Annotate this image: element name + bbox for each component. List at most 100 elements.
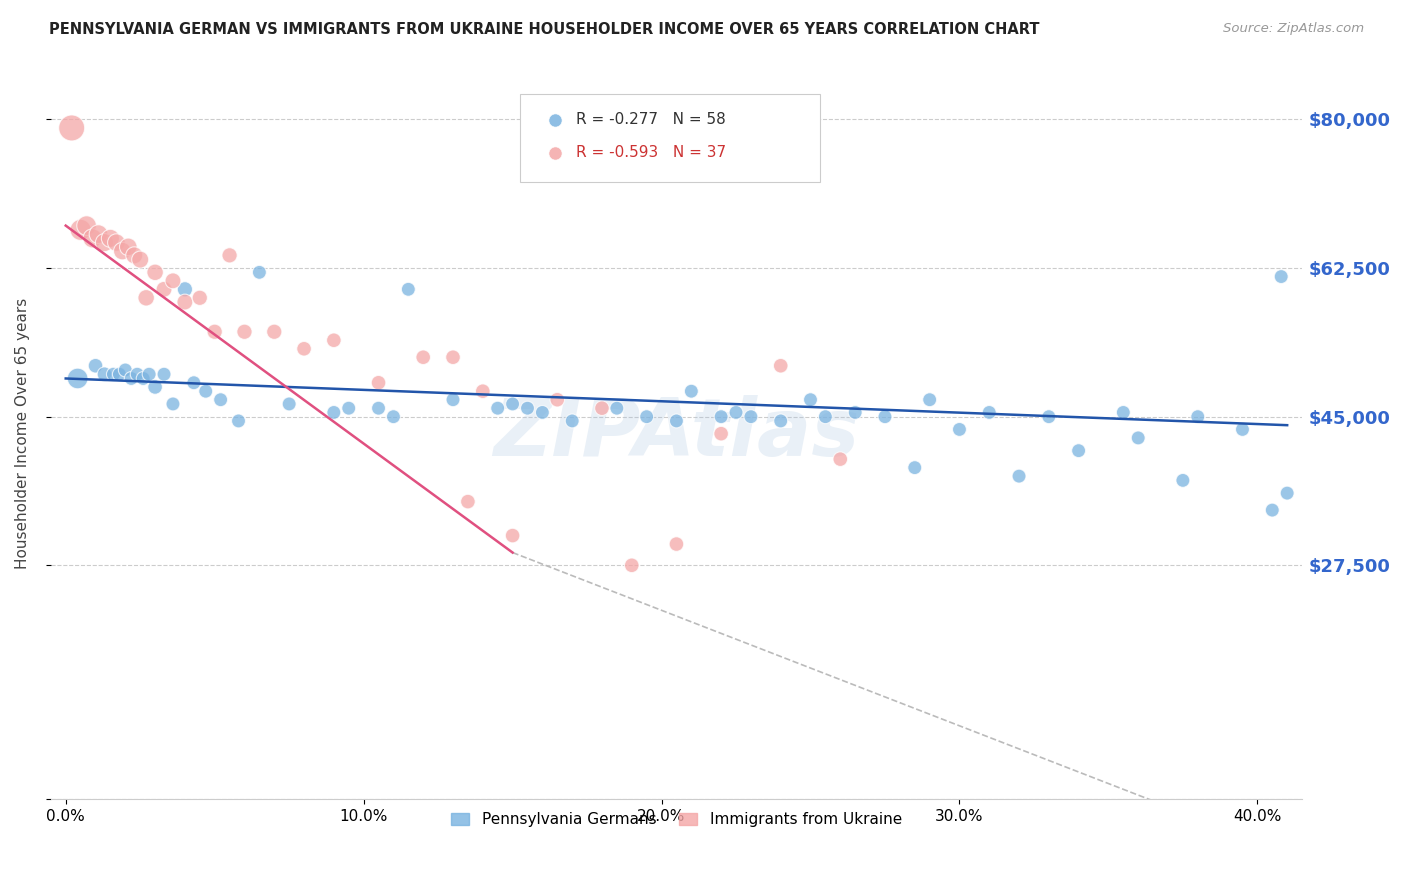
Point xyxy=(120,371,142,385)
Point xyxy=(337,401,360,416)
Point xyxy=(247,265,270,279)
Point xyxy=(204,325,226,339)
Point xyxy=(93,235,115,250)
Point xyxy=(382,409,405,424)
Point xyxy=(87,227,110,241)
Point xyxy=(105,235,128,250)
Point xyxy=(218,248,240,262)
Point xyxy=(606,401,628,416)
Point xyxy=(194,384,217,399)
Point xyxy=(66,792,89,806)
Point xyxy=(162,397,184,411)
Point xyxy=(457,494,479,508)
Point xyxy=(710,426,733,441)
Point xyxy=(122,248,145,262)
Point xyxy=(844,405,866,419)
Point xyxy=(724,405,747,419)
Point xyxy=(84,359,107,373)
Point xyxy=(138,368,160,382)
Point xyxy=(591,401,613,416)
Point xyxy=(561,414,583,428)
Point xyxy=(153,282,176,296)
Point xyxy=(111,244,134,258)
Point xyxy=(322,405,344,419)
Point xyxy=(60,120,83,135)
FancyBboxPatch shape xyxy=(520,94,820,182)
Point xyxy=(1038,409,1060,424)
Point xyxy=(66,792,89,806)
Point xyxy=(441,351,464,365)
Point xyxy=(132,371,155,385)
Point xyxy=(620,558,643,573)
Point xyxy=(1112,405,1135,419)
Point xyxy=(1171,474,1194,488)
Point xyxy=(127,368,149,382)
Point xyxy=(188,291,211,305)
Point xyxy=(183,376,205,390)
Point xyxy=(799,392,821,407)
Point xyxy=(948,422,970,436)
Point xyxy=(82,231,104,245)
Point xyxy=(412,351,434,365)
Point xyxy=(873,409,896,424)
Text: R = -0.593   N = 37: R = -0.593 N = 37 xyxy=(576,145,727,160)
Point xyxy=(1261,503,1284,517)
Point xyxy=(471,384,494,399)
Point xyxy=(108,368,131,382)
Point xyxy=(665,414,688,428)
Point xyxy=(174,282,197,296)
Point xyxy=(1008,469,1031,483)
Text: ZIPAtlas: ZIPAtlas xyxy=(494,394,859,473)
Point xyxy=(367,376,389,390)
Point xyxy=(367,401,389,416)
Point xyxy=(486,401,509,416)
Text: R = -0.277   N = 58: R = -0.277 N = 58 xyxy=(576,112,725,128)
Point xyxy=(69,223,91,237)
Point xyxy=(441,392,464,407)
Point xyxy=(153,368,176,382)
Point xyxy=(1270,269,1292,284)
Point xyxy=(740,409,762,424)
Point xyxy=(143,380,166,394)
Point xyxy=(114,363,136,377)
Point xyxy=(1067,443,1090,458)
Point xyxy=(1275,486,1298,500)
Point xyxy=(228,414,250,428)
Point xyxy=(93,368,115,382)
Point xyxy=(143,265,166,279)
Point xyxy=(769,414,792,428)
Y-axis label: Householder Income Over 65 years: Householder Income Over 65 years xyxy=(15,298,30,569)
Point xyxy=(396,282,419,296)
Point xyxy=(769,359,792,373)
Point xyxy=(830,452,852,467)
Point xyxy=(233,325,256,339)
Point xyxy=(292,342,315,356)
Point xyxy=(103,368,125,382)
Point xyxy=(814,409,837,424)
Point xyxy=(1187,409,1209,424)
Point xyxy=(100,231,122,245)
Point xyxy=(278,397,301,411)
Point xyxy=(322,333,344,347)
Point xyxy=(76,219,98,233)
Point xyxy=(665,537,688,551)
Point xyxy=(636,409,658,424)
Point xyxy=(546,392,568,407)
Point xyxy=(174,295,197,310)
Point xyxy=(516,401,538,416)
Legend: Pennsylvania Germans, Immigrants from Ukraine: Pennsylvania Germans, Immigrants from Uk… xyxy=(443,805,910,835)
Text: PENNSYLVANIA GERMAN VS IMMIGRANTS FROM UKRAINE HOUSEHOLDER INCOME OVER 65 YEARS : PENNSYLVANIA GERMAN VS IMMIGRANTS FROM U… xyxy=(49,22,1039,37)
Point xyxy=(135,291,157,305)
Point xyxy=(209,392,232,407)
Point xyxy=(117,240,139,254)
Text: Source: ZipAtlas.com: Source: ZipAtlas.com xyxy=(1223,22,1364,36)
Point xyxy=(502,528,524,542)
Point xyxy=(502,397,524,411)
Point xyxy=(162,274,184,288)
Point xyxy=(904,460,927,475)
Point xyxy=(531,405,554,419)
Point xyxy=(1128,431,1150,445)
Point xyxy=(129,252,152,267)
Point xyxy=(66,371,89,385)
Point xyxy=(263,325,285,339)
